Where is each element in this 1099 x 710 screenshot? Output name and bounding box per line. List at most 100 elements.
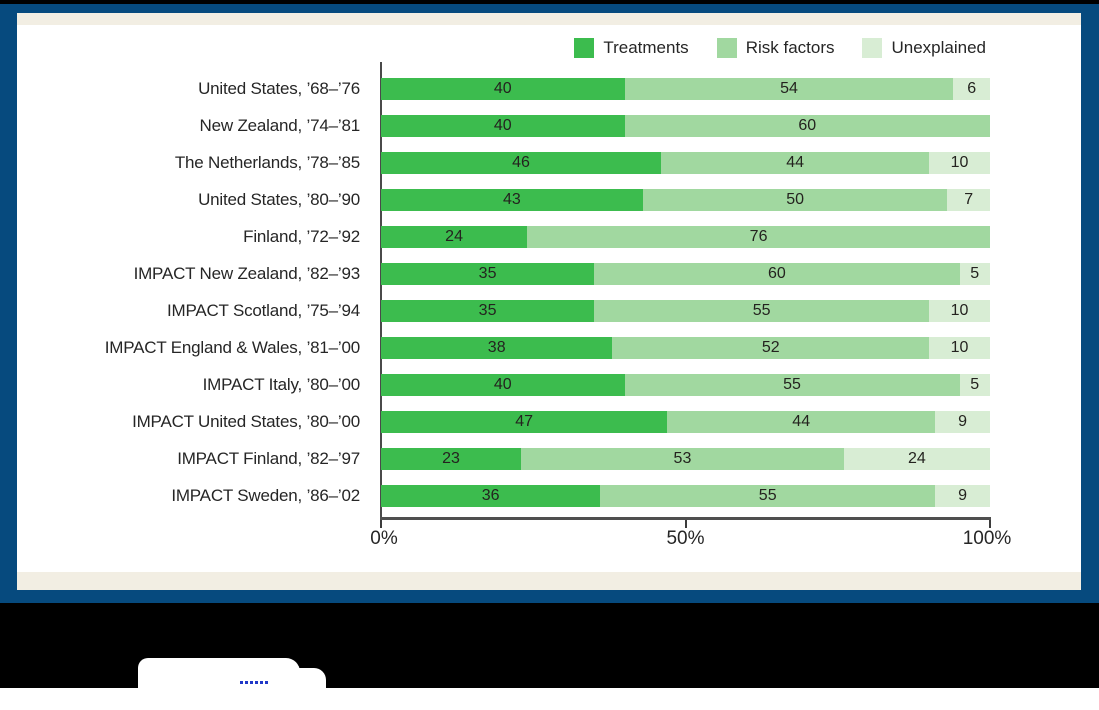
segment-value: 9 — [958, 487, 968, 504]
legend: Treatments Risk factors Unexplained — [574, 38, 986, 58]
row-label: IMPACT England & Wales, ’81–’00 — [104, 338, 360, 357]
segment-value: 23 — [442, 450, 460, 467]
chart-row: IMPACT Italy, ’80–’00 40 55 5 — [17, 374, 1081, 396]
bar-segment-unexplained: 10 — [929, 300, 990, 322]
segment-value: 44 — [786, 154, 804, 171]
bar-segment-risk-factors: 53 — [521, 448, 844, 470]
segment-value: 53 — [673, 450, 692, 467]
y-axis-line — [380, 62, 382, 520]
bar-segment-treatments: 23 — [381, 448, 522, 470]
bar-segment-treatments: 35 — [381, 300, 595, 322]
stacked-bar: 38 52 10 — [381, 337, 990, 359]
segment-value: 60 — [767, 265, 786, 282]
chart-row: IMPACT England & Wales, ’81–’00 38 52 10 — [17, 337, 1081, 359]
redacted-content-blob — [292, 668, 326, 688]
segment-value: 55 — [752, 302, 771, 319]
bottom-white-strip — [0, 688, 1099, 710]
row-label: Finland, ’72–’92 — [243, 227, 360, 246]
segment-value: 40 — [493, 117, 512, 134]
bar-segment-risk-factors: 60 — [594, 263, 960, 285]
row-label: New Zealand, ’74–’81 — [199, 116, 361, 135]
chart-row: IMPACT Scotland, ’75–’94 35 55 10 — [17, 300, 1081, 322]
row-label: IMPACT Finland, ’82–’97 — [177, 449, 360, 468]
bar-segment-treatments: 40 — [381, 374, 625, 396]
segment-value: 60 — [798, 117, 817, 134]
axis-tick-label: 100% — [962, 528, 1012, 549]
segment-value: 6 — [967, 80, 977, 97]
axis-tick-label: 0% — [370, 528, 398, 549]
legend-item-risk-factors: Risk factors — [716, 38, 834, 58]
stacked-bar: 36 55 9 — [381, 485, 990, 507]
segment-value: 50 — [786, 191, 804, 208]
segment-value: 36 — [481, 487, 500, 504]
bar-segment-risk-factors: 50 — [642, 189, 948, 211]
bar-segment-treatments: 38 — [381, 337, 613, 359]
stacked-bar: 23 53 24 — [381, 448, 990, 470]
row-label: IMPACT Sweden, ’86–’02 — [171, 486, 360, 505]
redacted-link-squiggle — [240, 681, 268, 684]
chart-row: The Netherlands, ’78–’85 46 44 10 — [17, 152, 1081, 174]
chart-row: IMPACT Finland, ’82–’97 23 53 24 — [17, 448, 1081, 470]
stacked-bar: 43 50 7 — [381, 189, 990, 211]
row-label: IMPACT Italy, ’80–’00 — [202, 375, 361, 394]
segment-value: 47 — [515, 413, 533, 430]
bar-segment-risk-factors: 55 — [594, 300, 930, 322]
bar-segment-unexplained: 9 — [935, 485, 990, 507]
segment-value: 76 — [749, 228, 768, 245]
segment-value: 52 — [761, 339, 780, 356]
segment-value: 55 — [758, 487, 777, 504]
bar-segment-risk-factors: 76 — [527, 226, 990, 248]
stacked-bar: 40 54 6 — [381, 78, 990, 100]
chart-rows: United States, ’68–’76 40 54 6 New Zeala… — [17, 78, 1081, 507]
bar-segment-unexplained: 7 — [947, 189, 990, 211]
stacked-bar: 46 44 10 — [381, 152, 990, 174]
bar-segment-treatments: 43 — [381, 189, 643, 211]
segment-value: 10 — [950, 339, 969, 356]
x-axis-line — [380, 517, 991, 520]
stacked-bar: 24 76 0 — [381, 226, 990, 248]
segment-value: 7 — [964, 191, 974, 208]
bar-segment-risk-factors: 60 — [624, 115, 990, 137]
segment-value: 43 — [503, 191, 521, 208]
legend-item-unexplained: Unexplained — [862, 38, 986, 58]
stacked-bar: 35 60 5 — [381, 263, 990, 285]
axis-tick — [380, 520, 382, 528]
figure-frame: Treatments Risk factors Unexplained Unit… — [0, 0, 1099, 603]
segment-value: 10 — [950, 154, 969, 171]
redacted-content-blob — [138, 658, 300, 688]
row-label: United States, ’80–’90 — [198, 190, 360, 209]
bar-segment-risk-factors: 54 — [624, 78, 954, 100]
segment-value: 35 — [478, 302, 497, 319]
legend-swatch-risk-factors — [716, 38, 737, 58]
bar-segment-treatments: 35 — [381, 263, 595, 285]
bar-segment-unexplained: 5 — [959, 374, 990, 396]
chart-row: IMPACT New Zealand, ’82–’93 35 60 5 — [17, 263, 1081, 285]
bar-segment-risk-factors: 44 — [667, 411, 936, 433]
segment-value: 24 — [908, 450, 926, 467]
segment-value: 35 — [478, 265, 497, 282]
segment-value: 38 — [487, 339, 506, 356]
stacked-bar: 35 55 10 — [381, 300, 990, 322]
stacked-bar: 47 44 9 — [381, 411, 990, 433]
bar-segment-treatments: 46 — [381, 152, 662, 174]
segment-value: 5 — [970, 376, 980, 393]
x-axis — [380, 517, 991, 529]
segment-value: 44 — [792, 413, 811, 430]
chart-row: New Zealand, ’74–’81 40 60 0 — [17, 115, 1081, 137]
bar-segment-unexplained: 5 — [959, 263, 990, 285]
segment-value: 55 — [783, 376, 801, 393]
bar-segment-unexplained: 10 — [929, 152, 990, 174]
bar-segment-risk-factors: 55 — [624, 374, 960, 396]
row-label: United States, ’68–’76 — [198, 79, 360, 98]
chart-row: IMPACT United States, ’80–’00 47 44 9 — [17, 411, 1081, 433]
bar-segment-treatments: 40 — [381, 78, 625, 100]
bottom-black-band — [0, 603, 1099, 688]
segment-value: 24 — [445, 228, 463, 245]
bar-segment-risk-factors: 44 — [661, 152, 930, 174]
legend-item-treatments: Treatments — [574, 38, 689, 58]
chart-row: United States, ’80–’90 43 50 7 — [17, 189, 1081, 211]
segment-value: 54 — [780, 80, 798, 97]
axis-tick-label: 50% — [666, 528, 705, 549]
bar-segment-risk-factors: 55 — [600, 485, 936, 507]
row-label: The Netherlands, ’78–’85 — [174, 153, 360, 172]
